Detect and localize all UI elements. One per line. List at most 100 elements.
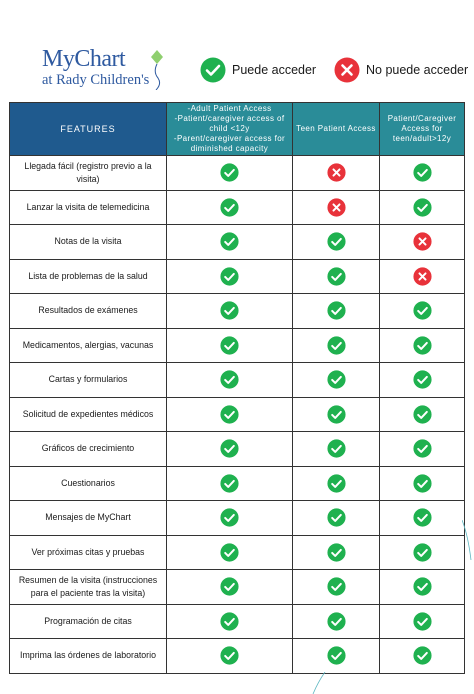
x-icon	[326, 198, 346, 217]
cell-teen-access	[292, 500, 380, 536]
check-icon	[220, 543, 239, 562]
table-row: Notas de la visita	[9, 224, 465, 260]
cell-teen-access	[292, 362, 380, 398]
check-icon	[326, 646, 346, 665]
cell-teen-access	[292, 396, 380, 432]
table-row: Resumen de la visita (instrucciones para…	[9, 569, 465, 605]
feature-name: Cartas y formularios	[9, 362, 167, 398]
check-icon	[220, 267, 239, 286]
feature-name: Mensajes de MyChart	[9, 500, 167, 536]
cell-teen-access	[292, 189, 380, 225]
cell-teen-access	[292, 534, 380, 570]
check-icon	[220, 577, 239, 596]
legend-cannot-access-label: No puede acceder	[366, 63, 469, 77]
check-icon	[326, 612, 346, 631]
cell-teen-access	[292, 603, 380, 639]
cell-teen-access	[292, 258, 380, 294]
cell-caregiver-teen-adult-access	[379, 155, 465, 191]
table-row: Gráficos de crecimiento	[9, 431, 465, 467]
table-row: Cuestionarios	[9, 465, 465, 501]
check-icon	[326, 232, 346, 251]
check-icon	[412, 439, 432, 458]
check-icon	[326, 370, 346, 389]
cell-teen-access	[292, 465, 380, 501]
check-icon	[220, 198, 239, 217]
check-icon	[220, 232, 239, 251]
feature-name: Notas de la visita	[9, 224, 167, 260]
header-features: FEATURES	[9, 102, 167, 156]
check-icon	[326, 577, 346, 596]
check-icon	[412, 370, 432, 389]
check-icon	[412, 163, 432, 182]
cell-caregiver-teen-adult-access	[379, 500, 465, 536]
cell-adult-access	[166, 258, 293, 294]
cell-caregiver-teen-adult-access	[379, 293, 465, 329]
header-caregiver-teen-adult-access: Patient/Caregiver Access for teen/adult>…	[379, 102, 465, 156]
table-row: Llegada fácil (registro previo a la visi…	[9, 155, 465, 191]
feature-name: Gráficos de crecimiento	[9, 431, 167, 467]
x-icon	[326, 163, 346, 182]
cell-teen-access	[292, 569, 380, 605]
table-header-row: FEATURES -Adult Patient Access -Patient/…	[9, 102, 465, 156]
table-row: Medicamentos, alergias, vacunas	[9, 327, 465, 363]
check-icon	[220, 336, 239, 355]
check-icon	[326, 508, 346, 527]
header-teen-access: Teen Patient Access	[292, 102, 380, 156]
cell-adult-access	[166, 431, 293, 467]
cell-teen-access	[292, 155, 380, 191]
feature-name: Solicitud de expedientes médicos	[9, 396, 167, 432]
cell-teen-access	[292, 327, 380, 363]
cell-adult-access	[166, 224, 293, 260]
table-row: Solicitud de expedientes médicos	[9, 396, 465, 432]
cell-adult-access	[166, 569, 293, 605]
cell-teen-access	[292, 293, 380, 329]
check-icon	[326, 267, 346, 286]
check-icon	[326, 439, 346, 458]
check-icon	[220, 439, 239, 458]
check-icon	[412, 474, 432, 493]
check-icon	[326, 301, 346, 320]
check-icon	[326, 474, 346, 493]
check-icon	[412, 508, 432, 527]
cell-caregiver-teen-adult-access	[379, 189, 465, 225]
x-icon	[412, 267, 432, 286]
cell-adult-access	[166, 396, 293, 432]
cell-adult-access	[166, 155, 293, 191]
check-icon	[412, 198, 432, 217]
feature-name: Cuestionarios	[9, 465, 167, 501]
check-icon	[412, 336, 432, 355]
feature-name: Llegada fácil (registro previo a la visi…	[9, 155, 167, 191]
header-adult-access: -Adult Patient Access -Patient/caregiver…	[166, 102, 293, 156]
check-icon	[220, 508, 239, 527]
cell-caregiver-teen-adult-access	[379, 396, 465, 432]
logo-subtitle: at Rady Children's	[42, 72, 150, 88]
feature-name: Programación de citas	[9, 603, 167, 639]
cell-caregiver-teen-adult-access	[379, 258, 465, 294]
cell-caregiver-teen-adult-access	[379, 362, 465, 398]
cell-adult-access	[166, 603, 293, 639]
check-icon	[326, 336, 346, 355]
cell-adult-access	[166, 293, 293, 329]
check-icon	[220, 163, 239, 182]
check-icon	[220, 612, 239, 631]
check-icon	[326, 405, 346, 424]
cell-adult-access	[166, 327, 293, 363]
legend-cannot-access: No puede acceder	[334, 57, 468, 83]
check-icon	[412, 577, 432, 596]
check-icon	[412, 301, 432, 320]
cell-adult-access	[166, 500, 293, 536]
table-row: Lanzar la visita de telemedicina	[9, 189, 465, 225]
feature-name: Lanzar la visita de telemedicina	[9, 189, 167, 225]
check-icon	[200, 57, 226, 83]
cell-caregiver-teen-adult-access	[379, 569, 465, 605]
check-icon	[412, 543, 432, 562]
cell-caregiver-teen-adult-access	[379, 638, 465, 674]
cell-caregiver-teen-adult-access	[379, 603, 465, 639]
cell-adult-access	[166, 362, 293, 398]
decorative-line	[462, 520, 472, 560]
legend-can-access: Puede acceder	[200, 57, 316, 83]
cell-teen-access	[292, 638, 380, 674]
feature-name: Resultados de exámenes	[9, 293, 167, 329]
access-table: FEATURES -Adult Patient Access -Patient/…	[9, 102, 465, 674]
mychart-logo: MyChart at Rady Children's	[42, 46, 172, 96]
